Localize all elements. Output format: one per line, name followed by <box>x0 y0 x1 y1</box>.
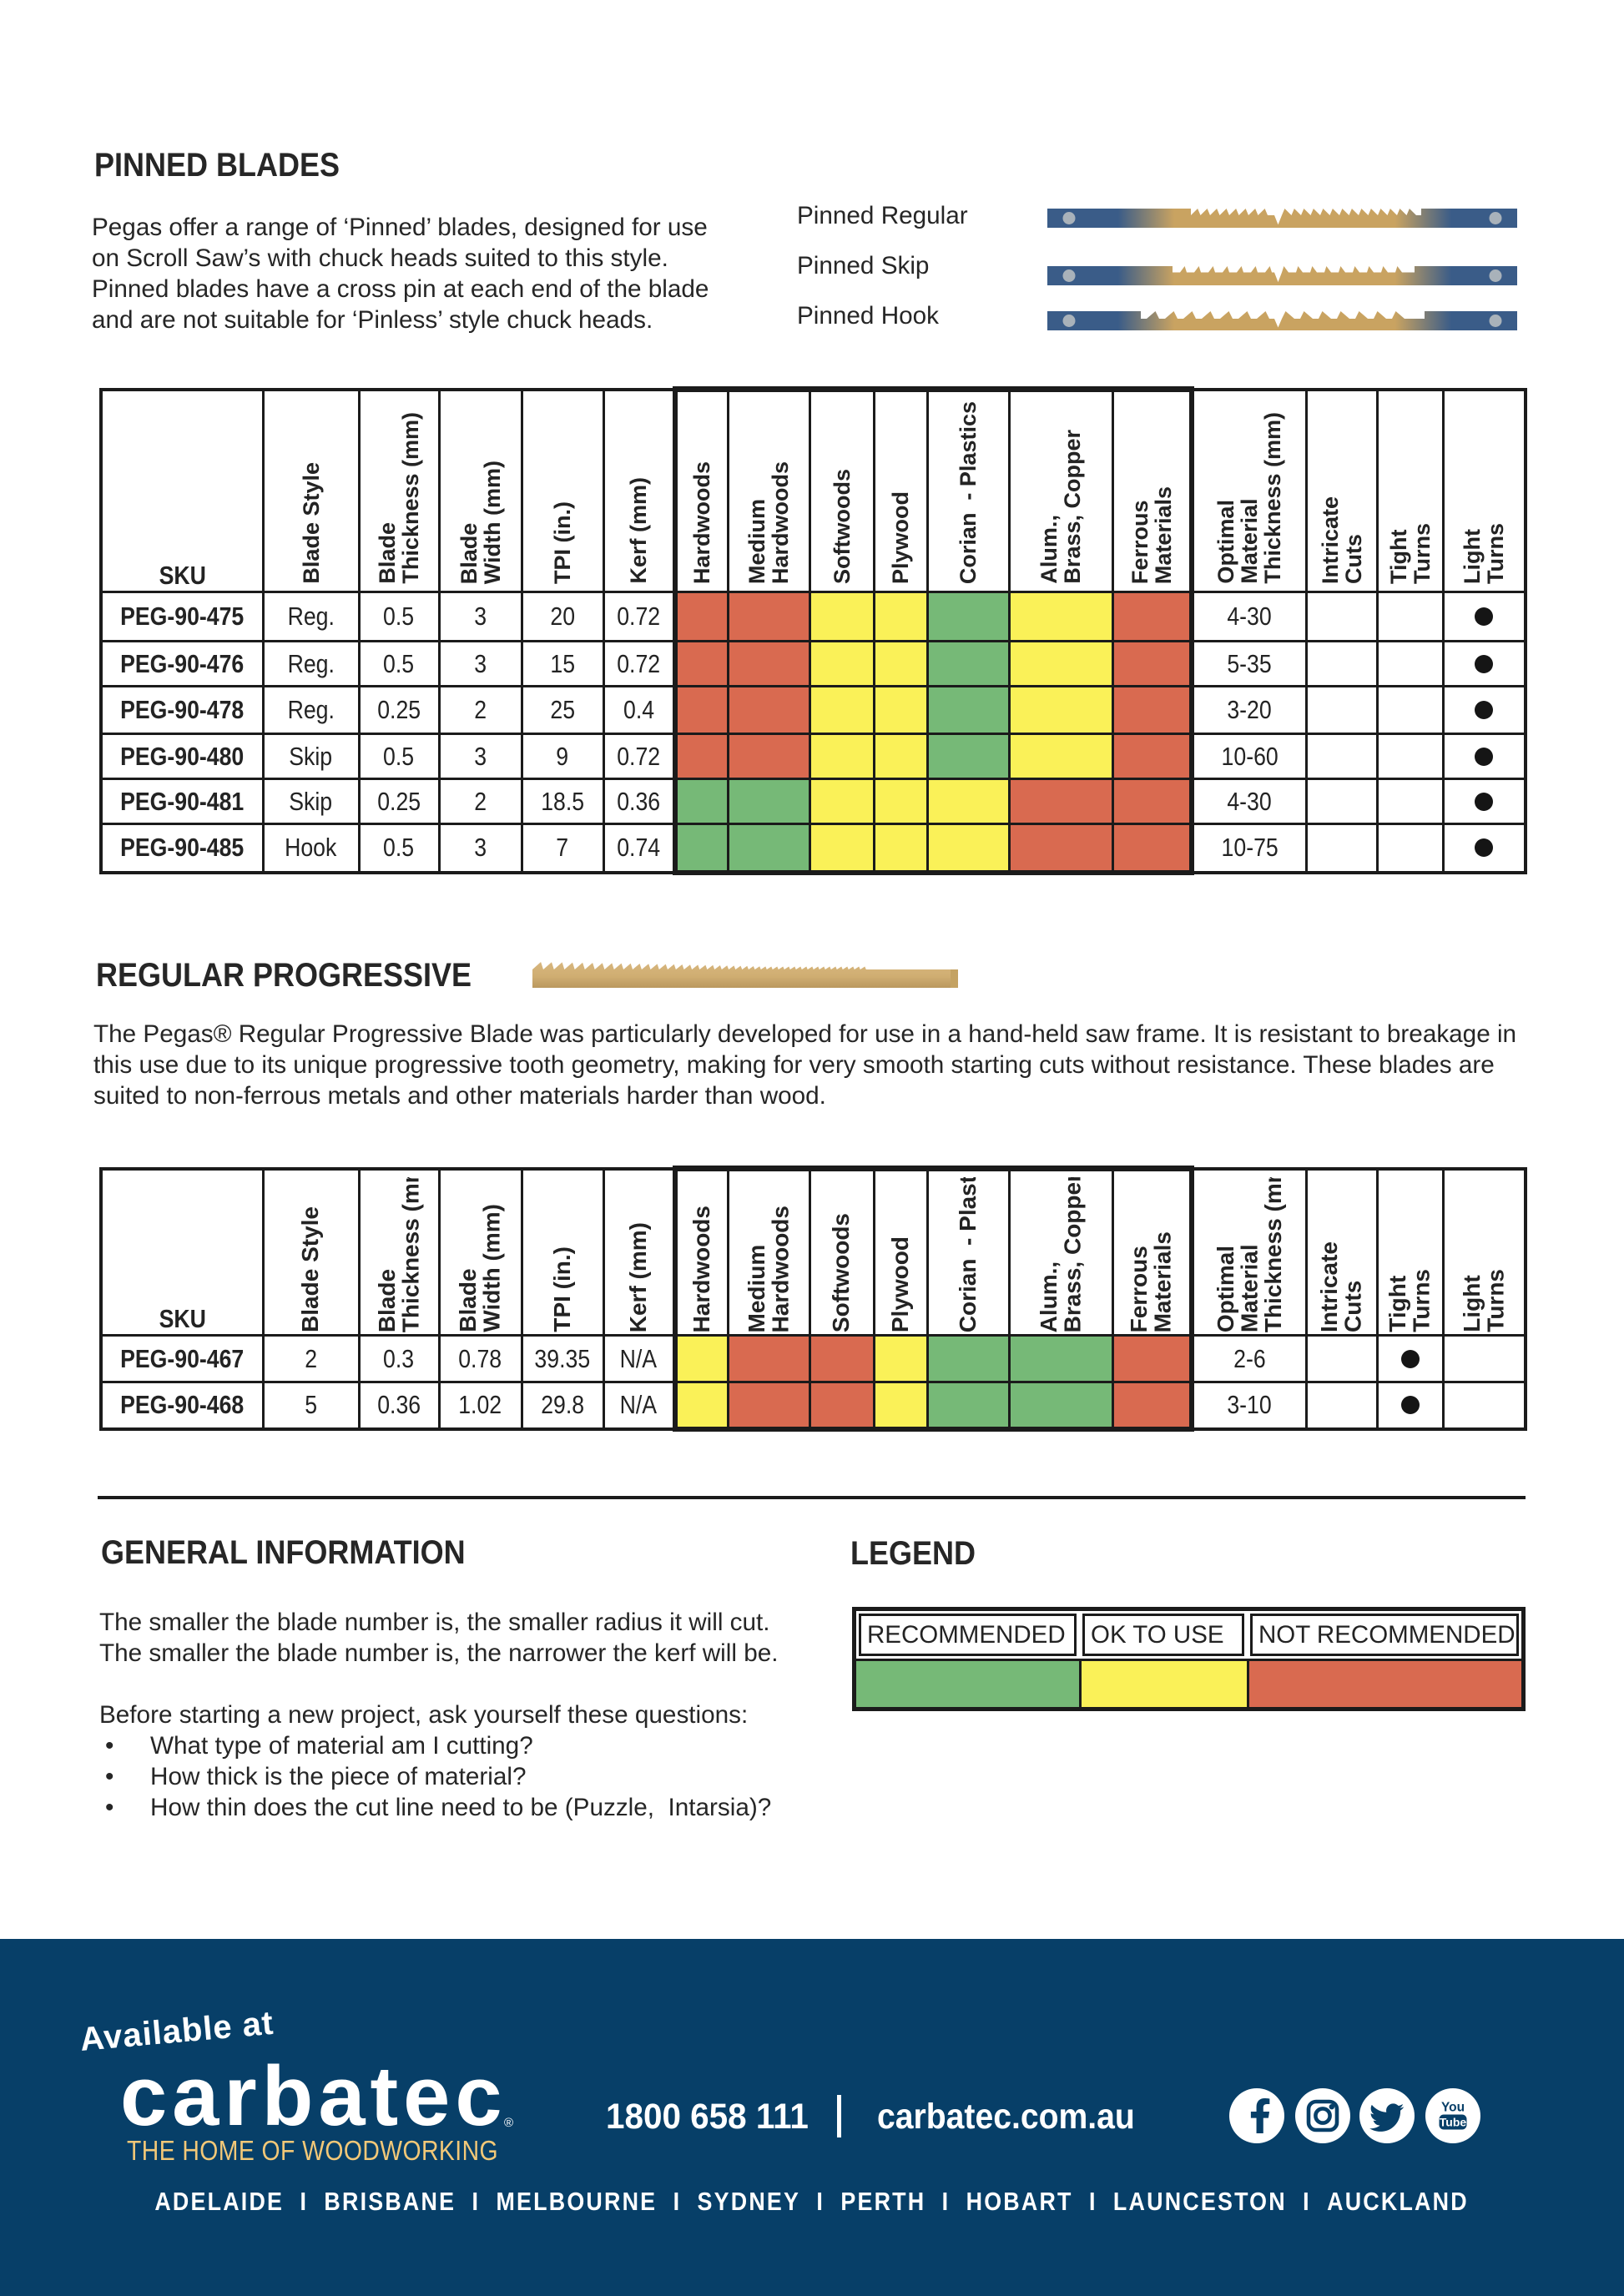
svg-text:Tube: Tube <box>1440 2116 1467 2129</box>
svg-text:You: You <box>1441 2101 1465 2115</box>
